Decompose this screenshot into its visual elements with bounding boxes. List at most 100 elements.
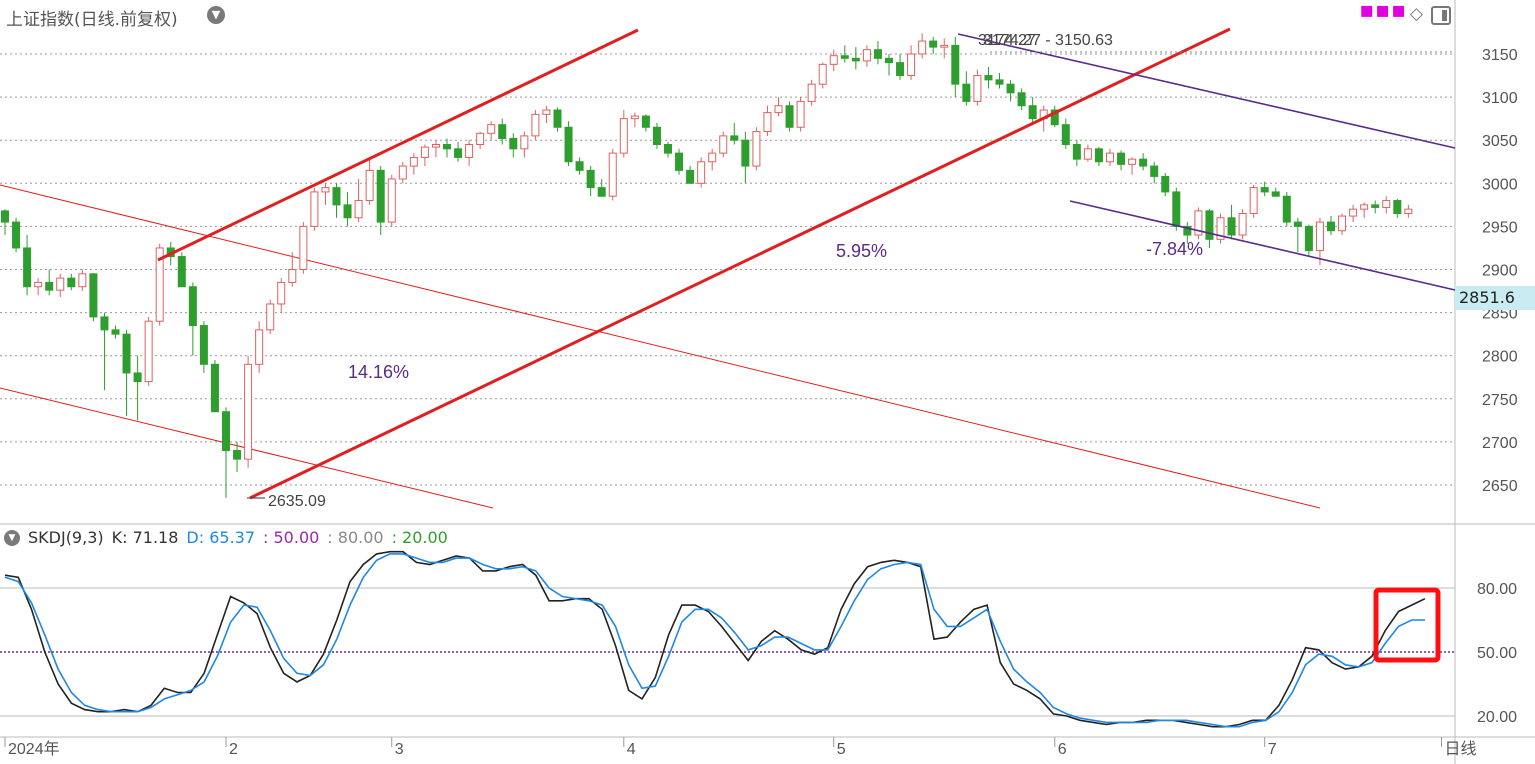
candle-body — [210, 363, 219, 413]
range-label: 3174.27 - 3150.63 — [983, 32, 1113, 49]
y-tick-label: 2750 — [1482, 392, 1518, 409]
candle-body — [597, 187, 606, 197]
candle-body — [818, 63, 827, 85]
x-tick-label: 3 — [395, 741, 404, 758]
x-tick-label: 5 — [837, 741, 846, 758]
channel-pct-label: 5.95% — [836, 241, 887, 261]
candle-body — [398, 165, 407, 180]
candle-body — [652, 126, 661, 146]
candle-body — [1404, 208, 1413, 214]
candle-body — [1216, 217, 1225, 240]
candle-body — [763, 112, 772, 133]
candle-body — [686, 169, 695, 184]
low-marker-label: 2635.09 — [268, 493, 326, 510]
indicator-80-line: : 80.00 — [327, 528, 384, 547]
indicator-toggle-icon[interactable]: ▼ — [4, 529, 20, 546]
candle-body — [829, 55, 838, 65]
x-tick-label: 2 — [229, 741, 238, 758]
candle-body — [509, 137, 518, 150]
trendline-lower-bold — [249, 27, 1231, 500]
candle-body — [1271, 191, 1280, 197]
candle-body — [387, 178, 396, 223]
candle-body — [67, 277, 76, 288]
candle-body — [664, 144, 672, 154]
candle-body — [553, 109, 562, 128]
candle-body — [1349, 208, 1358, 217]
candle-body — [443, 144, 451, 150]
candle-body — [365, 169, 374, 202]
candle-body — [122, 333, 131, 374]
diamond-icon[interactable]: ◇ — [1409, 4, 1423, 24]
candle-body — [851, 57, 860, 62]
indicator-bar: ▼ SKDJ(9,3) K: 71.18 D: 65.37 : 50.00 : … — [4, 528, 456, 547]
x-tick-label: 4 — [627, 741, 636, 758]
y-tick-label: 3050 — [1482, 133, 1518, 150]
channel-lower-purple — [1069, 200, 1456, 291]
candle-body — [266, 303, 275, 331]
chart-title: 上证指数(日线.前复权) — [6, 10, 178, 30]
candle-body — [840, 55, 849, 59]
candle-body — [1094, 148, 1103, 163]
candle-body — [34, 281, 43, 288]
candle-body — [78, 273, 87, 288]
candle-body — [1139, 158, 1148, 167]
candle-body — [498, 124, 507, 139]
candle-body — [1106, 152, 1114, 163]
candle-body — [1282, 195, 1291, 223]
panel-icon[interactable] — [1431, 6, 1451, 25]
candle-body — [973, 75, 982, 102]
candle-body — [1304, 225, 1313, 252]
candle-body — [752, 131, 761, 167]
candle-body — [1150, 165, 1159, 177]
candle-body — [1293, 221, 1302, 227]
candle-body — [1128, 158, 1137, 165]
candle-body — [255, 329, 264, 365]
more-dots-icon[interactable]: ▪▪▪ — [1359, 0, 1407, 23]
candle-body — [376, 169, 385, 223]
candle-body — [1061, 124, 1070, 146]
candle-body — [487, 124, 496, 134]
candle-body — [244, 363, 253, 460]
candle-body — [1117, 152, 1126, 165]
candle-body — [199, 325, 208, 365]
candle-body — [177, 256, 186, 288]
osc-tick-label: 20.00 — [1477, 709, 1517, 726]
candle-body — [807, 83, 816, 102]
candle-body — [100, 316, 109, 331]
candle-body — [1072, 144, 1081, 160]
indicator-50-line: : 50.00 — [263, 528, 320, 547]
candle-body — [951, 44, 960, 85]
candle-body — [1260, 187, 1269, 193]
candle-body — [896, 62, 905, 77]
y-tick-label: 2700 — [1482, 435, 1518, 452]
y-tick-label: 3150 — [1482, 47, 1518, 64]
candle-body — [719, 135, 728, 154]
candle-body — [1227, 217, 1236, 236]
candle-body — [1017, 92, 1026, 107]
candle-body — [1083, 148, 1092, 160]
candle-body — [730, 135, 739, 141]
candle-body — [45, 281, 54, 291]
channel-pct-label: 14.16% — [348, 362, 409, 382]
skdj-d-line — [4, 553, 1425, 728]
candle-body — [940, 44, 949, 48]
x-tick-label: 6 — [1058, 741, 1067, 758]
candle-body — [1238, 212, 1247, 236]
candle-body — [133, 372, 142, 383]
y-tick-label: 2800 — [1482, 349, 1518, 366]
candle-body — [1161, 175, 1170, 193]
candle-body — [1028, 105, 1037, 120]
candle-body — [542, 109, 551, 115]
candle-body — [233, 450, 242, 460]
indicator-d-value: D: 65.37 — [186, 528, 256, 547]
chevron-down-icon[interactable]: ▼ — [207, 6, 225, 24]
candle-body — [1, 210, 9, 223]
y-tick-label: 2650 — [1482, 478, 1518, 495]
candle-body — [675, 152, 684, 171]
candle-body — [741, 139, 750, 167]
candle-body — [785, 105, 794, 128]
candle-body — [907, 53, 916, 77]
candle-body — [1194, 210, 1203, 236]
indicator-k-value: K: 71.18 — [111, 528, 179, 547]
